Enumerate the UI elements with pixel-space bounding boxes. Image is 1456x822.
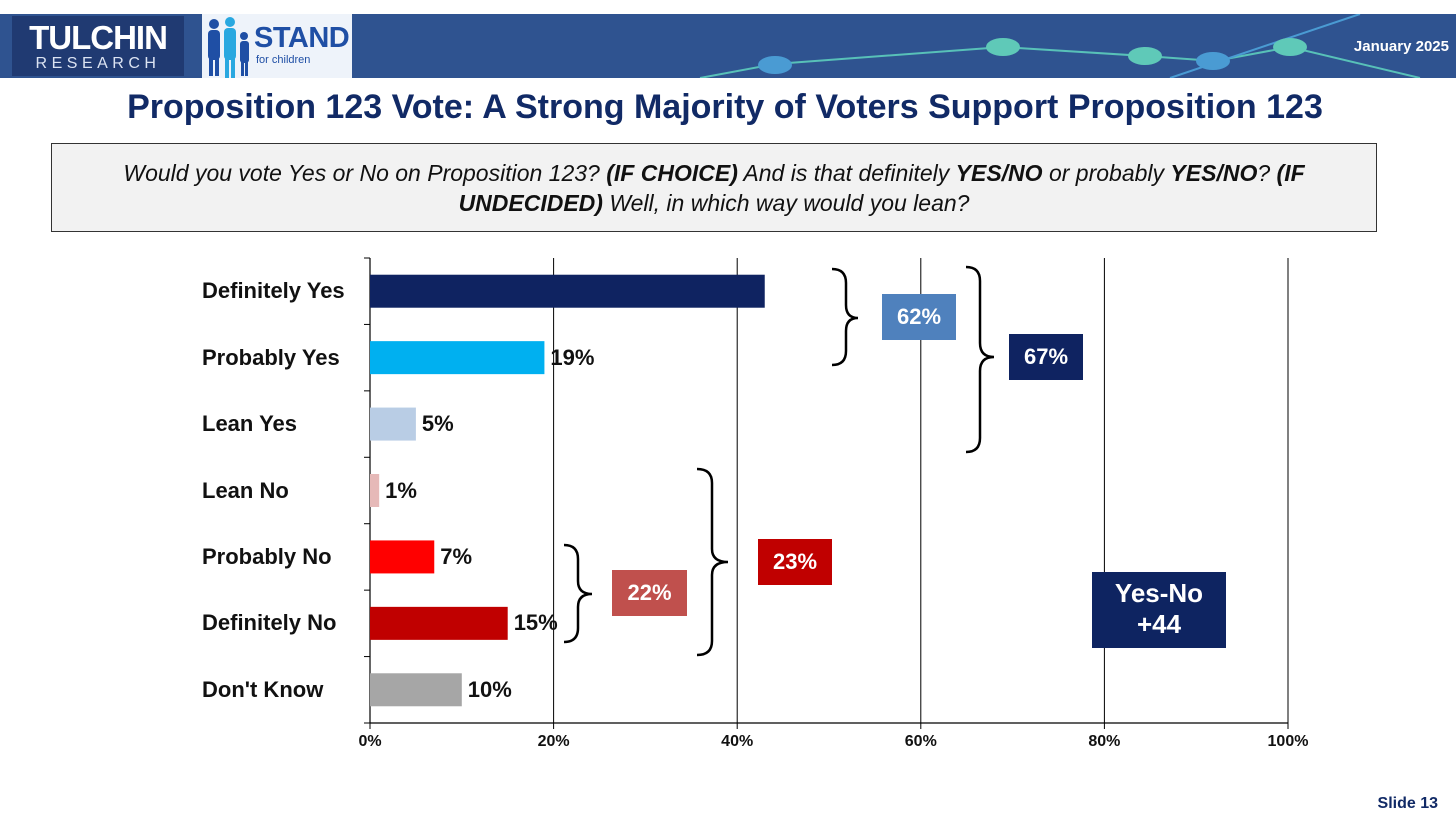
bar-value-label: 5% [421, 411, 454, 437]
bar-lean-yes [370, 407, 416, 441]
tulchin-research-logo: TULCHIN RESEARCH [12, 16, 184, 76]
x-tick-label: 60% [904, 733, 937, 750]
bar-probably-no [370, 540, 435, 574]
category-label: Definitely No [202, 610, 337, 636]
brace-62 [831, 267, 859, 367]
people-silhouette-icon [208, 17, 249, 78]
group-label-23: 23% [758, 539, 832, 585]
slide-title: Proposition 123 Vote: A Strong Majority … [127, 88, 1323, 126]
bar-value-label: 10% [467, 676, 512, 702]
brace-22 [563, 543, 593, 644]
group-label-67: 67% [1009, 334, 1083, 380]
category-label: Lean Yes [202, 411, 297, 437]
header-decoration [699, 14, 1421, 78]
x-tick-label: 40% [721, 733, 754, 750]
bar-probably-yes [370, 341, 545, 375]
slide-number: Slide 13 [1377, 795, 1438, 812]
bar-value-label: 19% [550, 344, 595, 370]
question-part: YES/NO [1170, 159, 1258, 186]
x-tick-label: 0% [358, 733, 382, 750]
x-tick-label: 100% [1267, 733, 1309, 750]
group-label-22: 22% [612, 570, 687, 616]
survey-question: Would you vote Yes or No on Proposition … [51, 143, 1377, 232]
bar-value-label: 7% [440, 543, 473, 569]
question-text: Would you vote Yes or No on Proposition … [76, 158, 1352, 218]
category-label: Probably No [202, 543, 332, 569]
group-label-62: 62% [882, 294, 956, 340]
question-part: YES/NO [955, 159, 1043, 186]
bar-value-label: 1% [385, 477, 417, 503]
brace-67 [965, 265, 995, 454]
category-label: Don't Know [202, 676, 324, 702]
net-value: +44 [1136, 609, 1182, 639]
question-part: ? [1257, 159, 1277, 186]
net-label: Yes-No [1114, 578, 1204, 608]
bar-don-t-know [370, 673, 462, 707]
bar-definitely-no [370, 606, 508, 640]
logo-tulchin-name: TULCHIN [29, 19, 168, 56]
bar-value-label: 15% [513, 610, 558, 636]
bar-definitely-yes [370, 274, 765, 308]
report-date: January 2025 [1353, 38, 1449, 55]
category-label: Definitely Yes [202, 278, 345, 304]
bars [370, 274, 765, 707]
header-bar: TULCHIN RESEARCH STAND for children Janu… [0, 14, 1456, 78]
logo-tulchin-sub: RESEARCH [35, 55, 161, 72]
braces [563, 265, 995, 657]
category-label: Probably Yes [202, 344, 340, 370]
net-yes-no-box: Yes-No +44 [1092, 572, 1226, 648]
logo-stand-word: STAND [254, 22, 350, 54]
logo-stand-tag: for children [256, 54, 311, 66]
x-tick-label: 20% [537, 733, 570, 750]
gridlines [364, 257, 1289, 729]
stand-for-children-logo: STAND for children [202, 14, 352, 78]
brace-23 [696, 467, 729, 657]
x-tick-label: 80% [1088, 733, 1121, 750]
category-label: Lean No [202, 477, 289, 503]
question-part: Would you vote Yes or No on Proposition … [123, 159, 607, 186]
question-part: (IF UNDECIDED) [458, 159, 1305, 216]
question-part: or probably [1042, 159, 1171, 186]
question-part: Well, in which way would you lean? [602, 189, 970, 216]
question-part: (IF CHOICE) [606, 159, 738, 186]
bar-lean-no [370, 474, 380, 507]
question-part: And is that definitely [737, 159, 956, 186]
